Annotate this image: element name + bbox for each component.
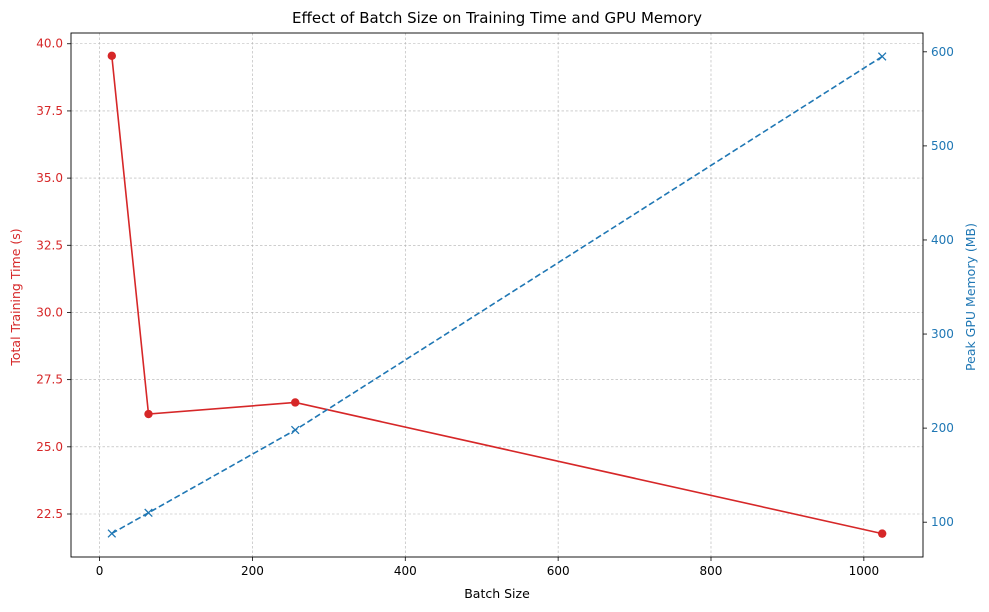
x-tick-label: 800 bbox=[700, 564, 723, 578]
training-time-point bbox=[877, 529, 887, 538]
training-time-point bbox=[291, 398, 300, 407]
y-right-tick-label: 300 bbox=[931, 327, 954, 341]
x-tick-label: 1000 bbox=[849, 564, 880, 578]
y-right-tick-label: 100 bbox=[931, 515, 954, 529]
y-left-tick-label: 30.0 bbox=[36, 305, 63, 319]
y-right-tick-label: 500 bbox=[931, 139, 954, 153]
x-axis-label: Batch Size bbox=[464, 586, 530, 601]
axes-layer: 0 200 400 600 800 1000 22.5 25.0 27.5 30.0 32.5 35.… bbox=[36, 32, 954, 578]
gpu-memory-point bbox=[107, 529, 117, 538]
plot-frame bbox=[70, 32, 924, 558]
y-left-tick-label: 40.0 bbox=[36, 37, 63, 51]
gpu-memory-point bbox=[144, 508, 153, 518]
gpu-memory-point bbox=[877, 52, 887, 61]
gpu-memory-line bbox=[111, 55, 883, 535]
y-left-tick-label: 25.0 bbox=[36, 440, 63, 454]
x-tick-label: 400 bbox=[394, 564, 417, 578]
series-layer bbox=[107, 51, 887, 538]
y-right-tick-label: 200 bbox=[931, 421, 954, 435]
y-left-tick-label: 27.5 bbox=[36, 373, 63, 387]
y-left-axis-label: Total Training Time (s) bbox=[8, 228, 23, 366]
y-left-tick-label: 35.0 bbox=[36, 171, 63, 185]
y-left-tick-label: 22.5 bbox=[36, 507, 63, 521]
y-right-axis-label: Peak GPU Memory (MB) bbox=[963, 223, 978, 371]
x-tick-label: 0 bbox=[96, 564, 104, 578]
y-right-tick-label: 400 bbox=[931, 233, 954, 247]
training-time-point bbox=[107, 51, 117, 61]
x-tick-label: 600 bbox=[547, 564, 570, 578]
y-left-tick-label: 32.5 bbox=[36, 238, 63, 252]
chart-title: Effect of Batch Size on Training Time an… bbox=[292, 9, 702, 27]
grid bbox=[71, 33, 923, 557]
y-left-tick-label: 37.5 bbox=[36, 104, 63, 118]
training-time-point bbox=[144, 409, 153, 419]
training-time-line bbox=[111, 55, 883, 535]
gpu-memory-point bbox=[290, 425, 300, 435]
x-tick-label: 200 bbox=[241, 564, 264, 578]
y-right-tick-label: 600 bbox=[931, 45, 954, 59]
